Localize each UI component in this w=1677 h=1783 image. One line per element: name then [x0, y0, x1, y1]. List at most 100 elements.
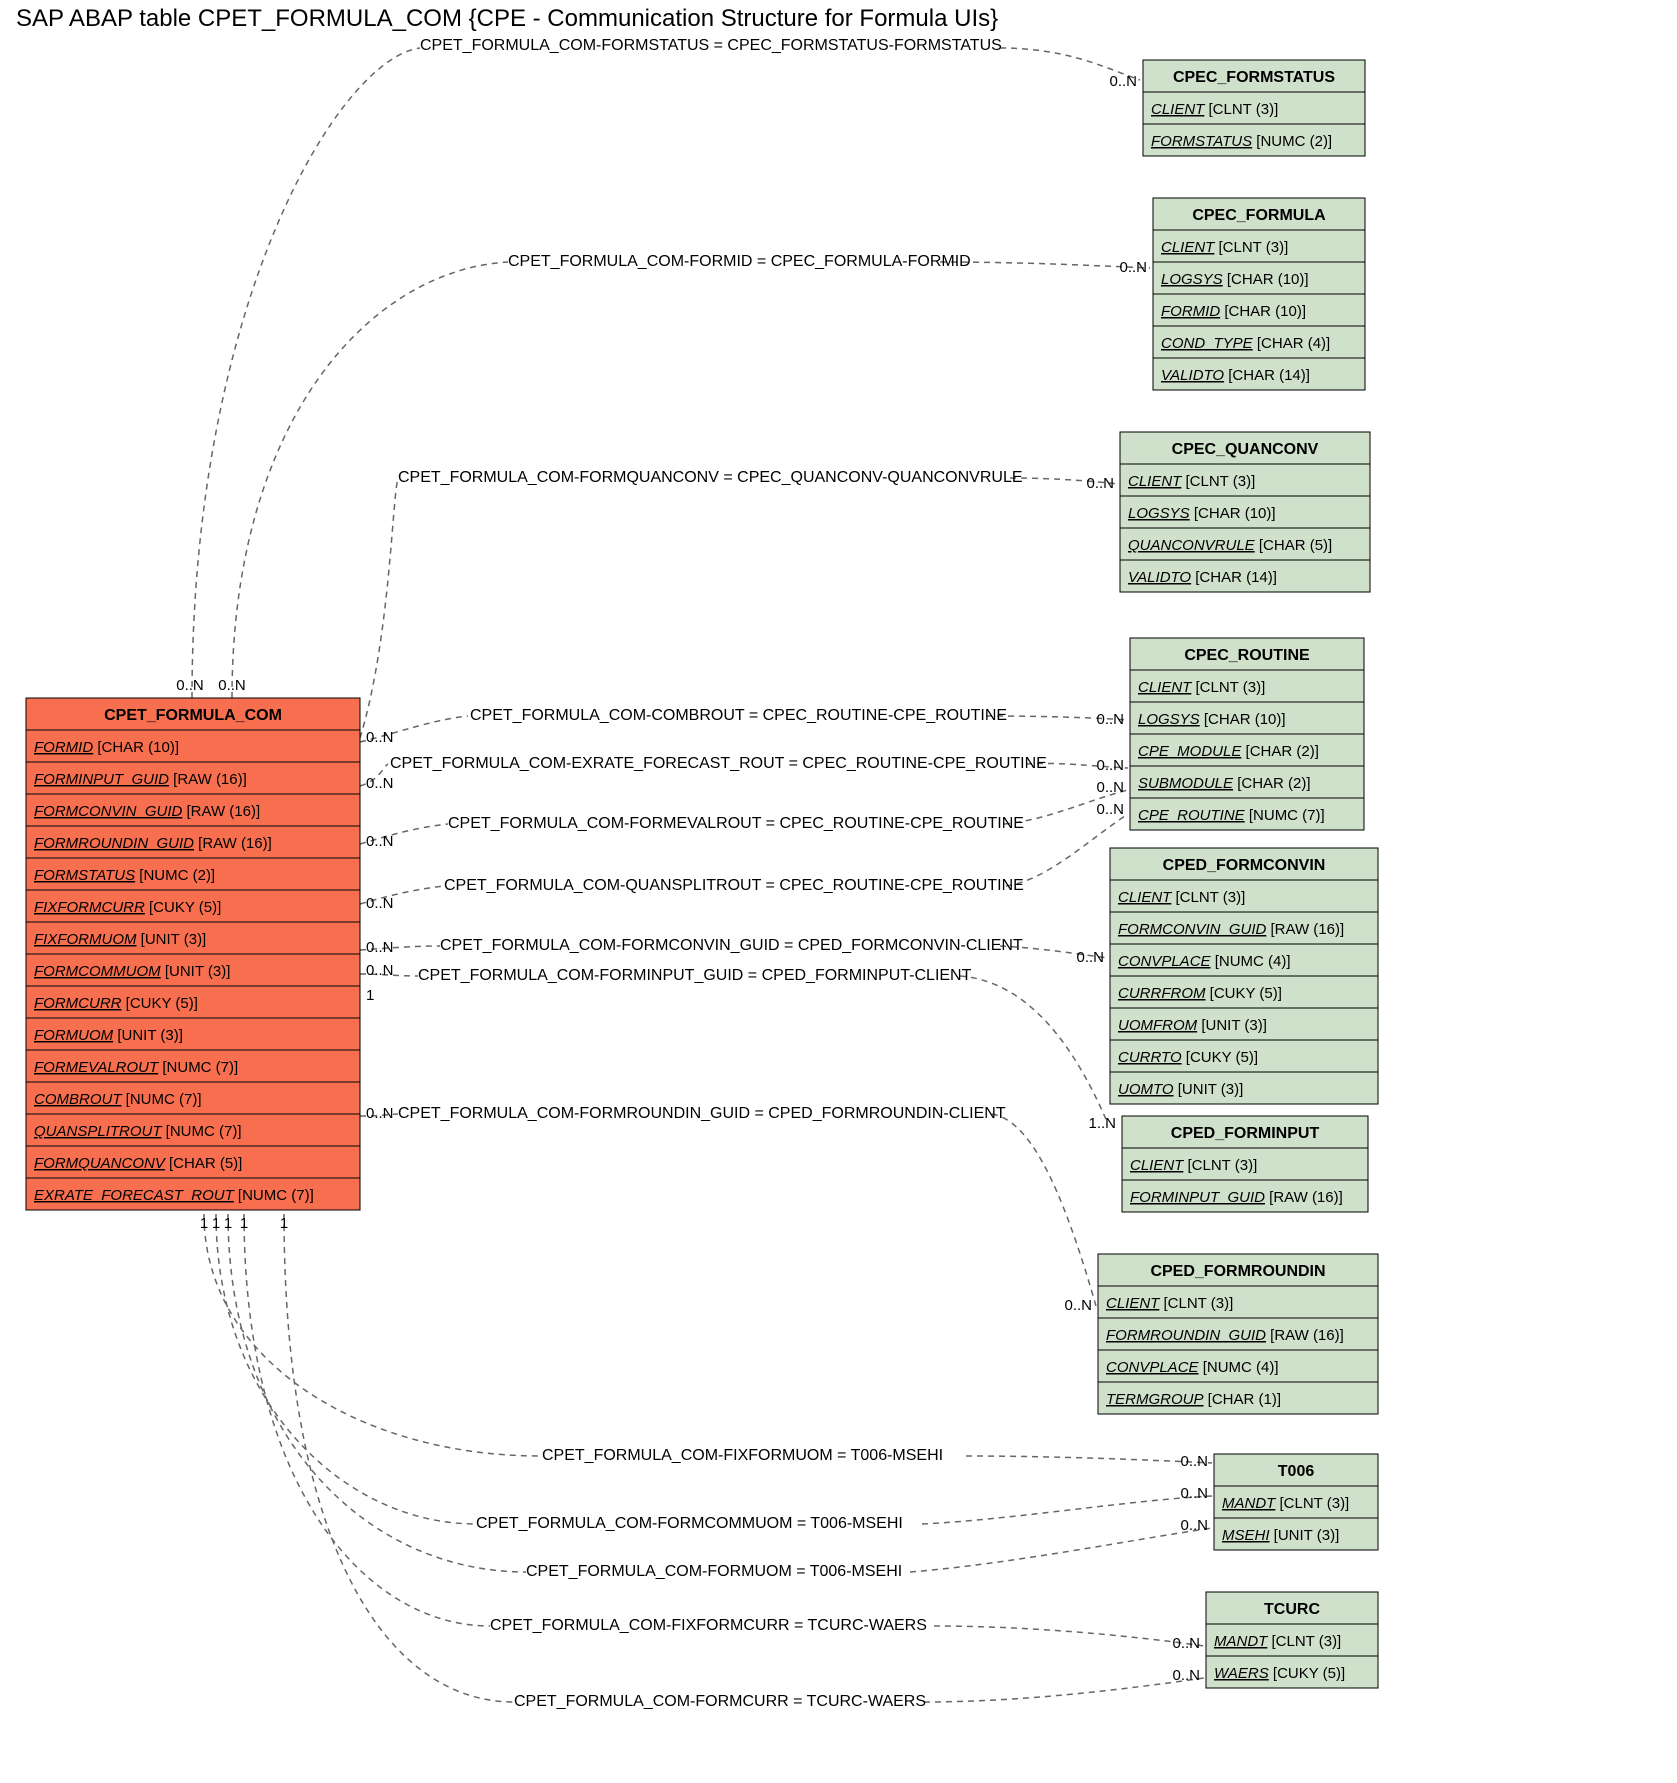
svg-text:UOMTO [UNIT (3)]: UOMTO [UNIT (3)]: [1118, 1081, 1243, 1098]
svg-text:TERMGROUP [CHAR (1)]: TERMGROUP [CHAR (1)]: [1106, 1391, 1281, 1408]
svg-text:FORMCURR [CUKY (5)]: FORMCURR [CUKY (5)]: [34, 995, 198, 1012]
svg-text:CLIENT [CLNT (3)]: CLIENT [CLNT (3)]: [1118, 889, 1245, 906]
rel-label: CPET_FORMULA_COM-FORMID = CPEC_FORMULA-F…: [508, 253, 971, 270]
svg-text:0..N: 0..N: [1180, 1453, 1208, 1470]
svg-text:0..N: 0..N: [1172, 1635, 1200, 1652]
table-CPEC_FORMULA: CPEC_FORMULA CLIENT [CLNT (3)] LOGSYS [CHA…: [1153, 198, 1365, 390]
svg-text:0..N: 0..N: [1180, 1485, 1208, 1502]
svg-text:0..N: 0..N: [366, 962, 394, 979]
svg-text:TCURC: TCURC: [1264, 1601, 1320, 1618]
svg-text:CPEC_QUANCONV: CPEC_QUANCONV: [1172, 441, 1319, 458]
svg-text:CPEC_FORMSTATUS: CPEC_FORMSTATUS: [1173, 69, 1335, 86]
svg-text:FORMINPUT_GUID [RAW (16)]: FORMINPUT_GUID [RAW (16)]: [34, 771, 247, 788]
diagram-title: SAP ABAP table CPET_FORMULA_COM {CPE - C…: [16, 5, 998, 32]
svg-text:0..N: 0..N: [1076, 949, 1104, 966]
svg-text:0..N: 0..N: [1096, 757, 1124, 774]
svg-text:EXRATE_FORECAST_ROUT [NUMC (7): EXRATE_FORECAST_ROUT [NUMC (7)]: [34, 1187, 314, 1204]
table-CPEC_FORMSTATUS: CPEC_FORMSTATUS CLIENT [CLNT (3)] FORMSTAT…: [1143, 60, 1365, 156]
rel-label: CPET_FORMULA_COM-QUANSPLITROUT = CPEC_RO…: [444, 877, 1024, 894]
svg-text:0..N: 0..N: [1180, 1517, 1208, 1534]
svg-text:SUBMODULE [CHAR (2)]: SUBMODULE [CHAR (2)]: [1138, 775, 1311, 792]
svg-text:CPED_FORMCONVIN: CPED_FORMCONVIN: [1163, 857, 1326, 874]
table-TCURC: TCURCMANDT [CLNT (3)]WAERS [CUKY (5)]: [1206, 1592, 1378, 1688]
svg-text:0..N: 0..N: [366, 895, 394, 912]
rel-label: CPET_FORMULA_COM-FIXFORMCURR = TCURC-WAE…: [490, 1617, 927, 1634]
svg-text:CLIENT [CLNT (3)]: CLIENT [CLNT (3)]: [1151, 101, 1278, 118]
svg-text:FORMID [CHAR (10)]: FORMID [CHAR (10)]: [34, 739, 179, 756]
svg-text:1: 1: [212, 1215, 220, 1232]
svg-text:CLIENT [CLNT (3)]: CLIENT [CLNT (3)]: [1161, 239, 1288, 256]
svg-text:FORMEVALROUT [NUMC (7)]: FORMEVALROUT [NUMC (7)]: [34, 1059, 238, 1076]
svg-text:MANDT [CLNT (3)]: MANDT [CLNT (3)]: [1222, 1495, 1349, 1512]
svg-text:0..N: 0..N: [366, 729, 394, 746]
svg-text:LOGSYS [CHAR (10)]: LOGSYS [CHAR (10)]: [1138, 711, 1286, 728]
svg-text:VALIDTO [CHAR (14)]: VALIDTO [CHAR (14)]: [1161, 367, 1310, 384]
svg-text:FORMID [CHAR (10)]: FORMID [CHAR (10)]: [1161, 303, 1306, 320]
svg-text:0..N: 0..N: [366, 939, 394, 956]
rel-label: CPET_FORMULA_COM-EXRATE_FORECAST_ROUT = …: [390, 755, 1047, 772]
rel-label: CPET_FORMULA_COM-FORMQUANCONV = CPEC_QUA…: [398, 469, 1023, 486]
svg-text:1: 1: [366, 987, 374, 1004]
svg-text:FIXFORMCURR [CUKY (5)]: FIXFORMCURR [CUKY (5)]: [34, 899, 221, 916]
svg-text:0..N: 0..N: [1064, 1297, 1092, 1314]
svg-text:CLIENT [CLNT (3)]: CLIENT [CLNT (3)]: [1106, 1295, 1233, 1312]
rel-label: CPET_FORMULA_COM-FORMSTATUS = CPEC_FORMS…: [420, 37, 1002, 54]
rel-label: CPET_FORMULA_COM-FORMCOMMUOM = T006-MSEH…: [476, 1515, 903, 1532]
table-T006: T006 MANDT [CLNT (3)] MSEHI [UNIT (3)]: [1214, 1454, 1378, 1550]
svg-text:0..N: 0..N: [1119, 259, 1147, 276]
svg-text:CLIENT [CLNT (3)]: CLIENT [CLNT (3)]: [1130, 1157, 1257, 1174]
svg-text:CURRTO [CUKY (5)]: CURRTO [CUKY (5)]: [1118, 1049, 1258, 1066]
svg-text:QUANSPLITROUT [NUMC (7)]: QUANSPLITROUT [NUMC (7)]: [34, 1123, 242, 1140]
svg-text:FORMINPUT_GUID [RAW (16)]: FORMINPUT_GUID [RAW (16)]: [1130, 1189, 1343, 1206]
er-diagram: SAP ABAP table CPET_FORMULA_COM {CPE - C…: [0, 0, 1677, 1783]
rel-label: CPET_FORMULA_COM-FORMUOM = T006-MSEHI: [526, 1563, 902, 1580]
rel-label: CPET_FORMULA_COM-FORMCURR = TCURC-WAERS: [514, 1693, 926, 1710]
svg-text:0..N: 0..N: [366, 833, 394, 850]
svg-text:0..N: 0..N: [366, 1105, 394, 1122]
table-CPET_FORMULA_COM: CPET_FORMULA_COM FORMID [CHAR (10)] FORMIN…: [26, 698, 360, 1210]
svg-text:CPE_ROUTINE [NUMC (7)]: CPE_ROUTINE [NUMC (7)]: [1138, 807, 1325, 824]
svg-text:FORMSTATUS [NUMC (2)]: FORMSTATUS [NUMC (2)]: [1151, 133, 1332, 150]
svg-text:0..N: 0..N: [366, 775, 394, 792]
svg-text:0..N: 0..N: [1086, 475, 1114, 492]
table-CPEC_QUANCONV: CPEC_QUANCONV CLIENT [CLNT (3)] LOGSYS [CH…: [1120, 432, 1370, 592]
svg-text:1: 1: [240, 1215, 248, 1232]
svg-text:FORMQUANCONV [CHAR (5)]: FORMQUANCONV [CHAR (5)]: [34, 1155, 242, 1172]
svg-text:CPET_FORMULA_COM: CPET_FORMULA_COM: [104, 707, 282, 724]
svg-text:0..N: 0..N: [1109, 73, 1137, 90]
svg-text:FORMROUNDIN_GUID [RAW (16)]: FORMROUNDIN_GUID [RAW (16)]: [34, 835, 272, 852]
svg-text:CURRFROM [CUKY (5)]: CURRFROM [CUKY (5)]: [1118, 985, 1282, 1002]
rel-label: CPET_FORMULA_COM-FORMINPUT_GUID = CPED_F…: [418, 967, 972, 984]
rel-label: CPET_FORMULA_COM-COMBROUT = CPEC_ROUTINE…: [470, 707, 1007, 724]
table-CPED_FORMROUNDIN: CPED_FORMROUNDINCLIENT [CLNT (3)]FORMROU…: [1098, 1254, 1378, 1414]
svg-text:CPEC_FORMULA: CPEC_FORMULA: [1192, 207, 1326, 224]
svg-text:MSEHI [UNIT (3)]: MSEHI [UNIT (3)]: [1222, 1527, 1339, 1544]
svg-text:FORMCOMMUOM [UNIT (3)]: FORMCOMMUOM [UNIT (3)]: [34, 963, 230, 980]
svg-text:FORMROUNDIN_GUID [RAW (16)]: FORMROUNDIN_GUID [RAW (16)]: [1106, 1327, 1344, 1344]
svg-text:1: 1: [200, 1215, 208, 1232]
rel-label: CPET_FORMULA_COM-FORMEVALROUT = CPEC_ROU…: [448, 815, 1024, 832]
svg-text:COND_TYPE [CHAR (4)]: COND_TYPE [CHAR (4)]: [1161, 335, 1330, 352]
svg-text:FORMCONVIN_GUID [RAW (16)]: FORMCONVIN_GUID [RAW (16)]: [1118, 921, 1344, 938]
svg-text:T006: T006: [1278, 1463, 1315, 1480]
table-CPED_FORMINPUT: CPED_FORMINPUTCLIENT [CLNT (3)]FORMINPUT…: [1122, 1116, 1368, 1212]
svg-text:0..N: 0..N: [1096, 711, 1124, 728]
svg-text:1: 1: [224, 1215, 232, 1232]
svg-text:LOGSYS [CHAR (10)]: LOGSYS [CHAR (10)]: [1128, 505, 1276, 522]
svg-text:0..N: 0..N: [1096, 779, 1124, 796]
svg-text:1..N: 1..N: [1088, 1115, 1116, 1132]
svg-text:UOMFROM [UNIT (3)]: UOMFROM [UNIT (3)]: [1118, 1017, 1267, 1034]
svg-text:VALIDTO [CHAR (14)]: VALIDTO [CHAR (14)]: [1128, 569, 1277, 586]
svg-text:LOGSYS [CHAR (10)]: LOGSYS [CHAR (10)]: [1161, 271, 1309, 288]
rel-label: CPET_FORMULA_COM-FORMROUNDIN_GUID = CPED…: [398, 1105, 1006, 1122]
svg-text:0..N: 0..N: [176, 677, 204, 694]
svg-text:CONVPLACE [NUMC (4)]: CONVPLACE [NUMC (4)]: [1106, 1359, 1279, 1376]
svg-text:CLIENT [CLNT (3)]: CLIENT [CLNT (3)]: [1138, 679, 1265, 696]
svg-text:FORMCONVIN_GUID [RAW (16)]: FORMCONVIN_GUID [RAW (16)]: [34, 803, 260, 820]
svg-text:1: 1: [280, 1215, 288, 1232]
svg-text:CLIENT [CLNT (3)]: CLIENT [CLNT (3)]: [1128, 473, 1255, 490]
table-CPED_FORMCONVIN: CPED_FORMCONVIN CLIENT [CLNT (3)] FORMCONV…: [1110, 848, 1378, 1104]
svg-text:CONVPLACE [NUMC (4)]: CONVPLACE [NUMC (4)]: [1118, 953, 1291, 970]
svg-text:0..N: 0..N: [1172, 1667, 1200, 1684]
svg-text:CPEC_ROUTINE: CPEC_ROUTINE: [1184, 647, 1310, 664]
